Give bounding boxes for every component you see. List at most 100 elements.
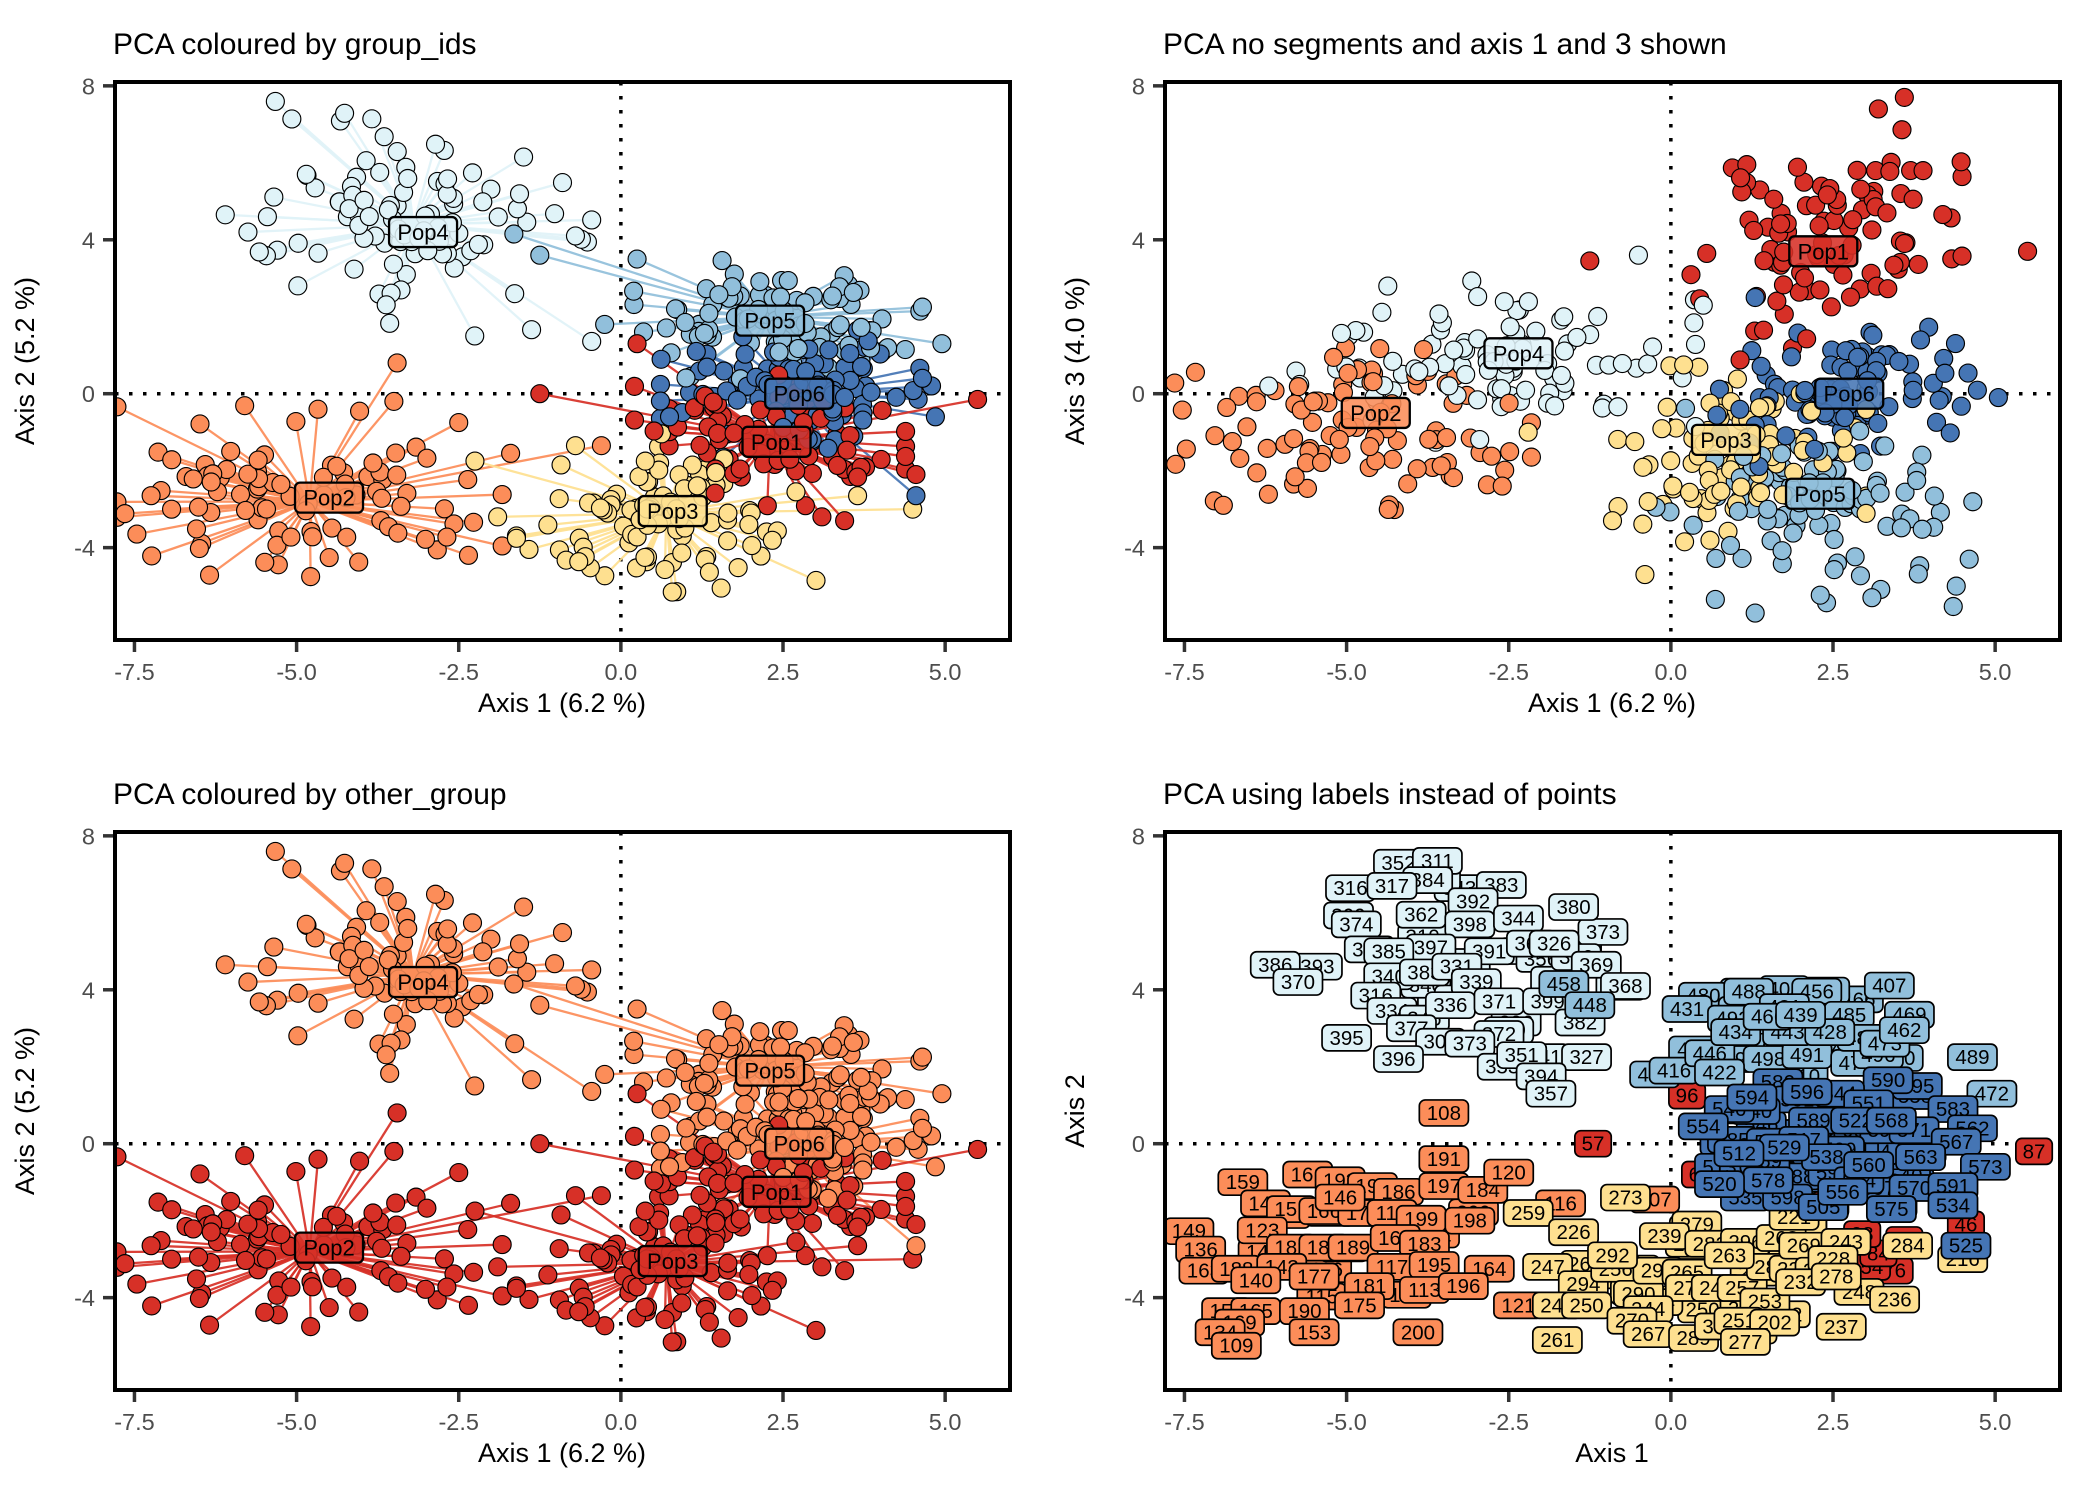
data-point xyxy=(1407,459,1427,479)
data-point xyxy=(257,207,277,227)
data-point xyxy=(675,312,695,333)
data-point xyxy=(308,243,328,263)
data-point xyxy=(1409,362,1429,382)
id-label-box xyxy=(1502,1199,1554,1227)
data-point xyxy=(344,1009,364,1029)
data-point xyxy=(851,1106,872,1127)
id-label-box xyxy=(1694,1058,1745,1087)
data-point xyxy=(1383,449,1403,469)
centroid-segment xyxy=(412,893,437,975)
data-point xyxy=(1444,340,1464,360)
data-point xyxy=(1817,185,1837,205)
id-label-box xyxy=(1703,1241,1755,1270)
data-point xyxy=(322,518,342,538)
data-point xyxy=(730,1209,750,1229)
y-tick-label: -4 xyxy=(1124,535,1145,561)
id-label: 195 xyxy=(1417,1254,1451,1277)
data-point xyxy=(812,1257,832,1277)
id-label: 362 xyxy=(1404,904,1438,927)
data-point xyxy=(714,1111,734,1131)
data-point xyxy=(569,552,589,572)
data-point xyxy=(190,414,210,434)
data-point xyxy=(1870,483,1890,503)
data-point xyxy=(1809,216,1829,236)
data-point xyxy=(1933,205,1953,225)
data-point xyxy=(690,1185,710,1205)
data-point xyxy=(1499,393,1519,413)
data-point xyxy=(1625,432,1645,452)
data-point xyxy=(256,499,277,519)
data-point xyxy=(834,387,855,407)
data-point xyxy=(624,410,645,430)
data-point xyxy=(694,1073,714,1093)
plot-border xyxy=(1163,80,2062,642)
data-point xyxy=(705,1233,725,1253)
data-point xyxy=(1732,548,1752,568)
id-label: 108 xyxy=(1427,1102,1461,1125)
data-point xyxy=(186,1269,207,1289)
data-point xyxy=(699,562,719,582)
id-label: 87 xyxy=(2023,1140,2046,1163)
data-point xyxy=(249,992,269,1012)
id-label: 489 xyxy=(1955,1046,1989,1069)
data-point xyxy=(387,142,407,162)
id-label: 57 xyxy=(1582,1133,1605,1156)
id-label-box xyxy=(1444,1029,1496,1058)
y-tick-label: 4 xyxy=(82,227,95,253)
data-point xyxy=(708,1173,728,1193)
x-tick-label: -2.5 xyxy=(438,1409,479,1435)
data-point xyxy=(649,1210,669,1230)
data-point xyxy=(1952,246,1972,266)
data-point xyxy=(1731,477,1751,497)
id-label: 284 xyxy=(1890,1235,1924,1258)
data-point xyxy=(1230,448,1250,468)
data-point xyxy=(912,1118,933,1138)
data-point xyxy=(522,320,542,340)
data-point xyxy=(1912,445,1932,465)
data-point xyxy=(1331,323,1352,344)
data-point xyxy=(188,497,209,517)
data-point xyxy=(848,1236,868,1256)
population-label: Pop6 xyxy=(1824,382,1875,407)
data-point xyxy=(1554,341,1575,361)
data-point xyxy=(370,162,390,182)
data-point xyxy=(387,465,407,485)
id-label: 278 xyxy=(1819,1265,1853,1288)
data-point xyxy=(1633,514,1653,534)
data-point xyxy=(727,390,747,410)
data-point xyxy=(506,528,527,548)
data-point xyxy=(843,1032,863,1052)
data-point xyxy=(788,1088,808,1109)
data-point xyxy=(530,245,550,265)
data-point xyxy=(1338,363,1358,383)
data-point xyxy=(437,527,457,547)
data-point xyxy=(650,391,671,411)
data-point xyxy=(591,436,611,456)
id-label-box xyxy=(1600,1183,1651,1212)
data-point xyxy=(384,1141,404,1161)
data-point xyxy=(434,1249,455,1269)
data-point xyxy=(1608,397,1628,417)
id-label: 316 xyxy=(1333,877,1367,900)
data-point xyxy=(711,1328,731,1348)
population-label: Pop1 xyxy=(751,430,802,455)
data-point xyxy=(199,1315,220,1335)
data-point xyxy=(468,234,488,254)
data-point xyxy=(115,1254,135,1274)
x-tick-label: -5.0 xyxy=(1326,659,1367,685)
id-label-box xyxy=(1528,929,1580,958)
data-point xyxy=(235,1250,256,1271)
data-point xyxy=(848,486,868,506)
data-point xyxy=(141,486,161,506)
data-point xyxy=(1945,333,1966,354)
data-point xyxy=(750,272,770,292)
data-point xyxy=(509,934,530,954)
data-point xyxy=(750,1022,770,1042)
data-point xyxy=(271,474,291,495)
data-point xyxy=(778,270,798,291)
data-point xyxy=(255,1302,275,1322)
data-point xyxy=(388,1273,408,1293)
data-point xyxy=(861,1132,881,1152)
data-point xyxy=(595,1316,615,1336)
population-label-box xyxy=(734,1054,806,1087)
